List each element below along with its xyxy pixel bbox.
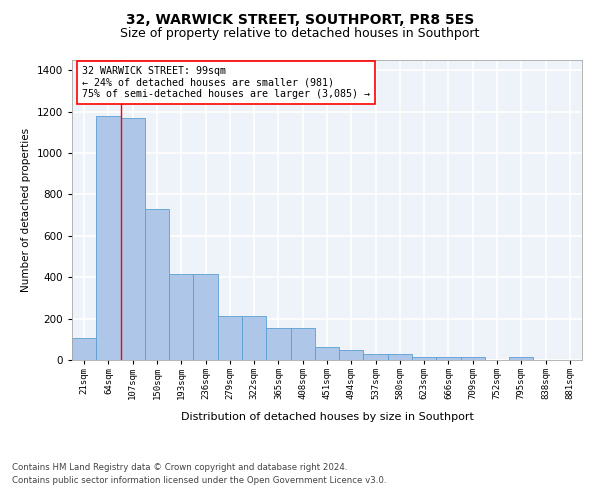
Bar bbox=[412, 357, 436, 360]
Y-axis label: Number of detached properties: Number of detached properties bbox=[21, 128, 31, 292]
Bar bbox=[169, 274, 193, 360]
Bar bbox=[339, 350, 364, 360]
Bar bbox=[96, 116, 121, 360]
Bar bbox=[121, 118, 145, 360]
Text: 32, WARWICK STREET, SOUTHPORT, PR8 5ES: 32, WARWICK STREET, SOUTHPORT, PR8 5ES bbox=[126, 12, 474, 26]
Bar bbox=[242, 316, 266, 360]
Bar bbox=[509, 357, 533, 360]
Bar bbox=[290, 328, 315, 360]
Bar bbox=[145, 209, 169, 360]
Text: Size of property relative to detached houses in Southport: Size of property relative to detached ho… bbox=[121, 28, 479, 40]
Text: Distribution of detached houses by size in Southport: Distribution of detached houses by size … bbox=[181, 412, 473, 422]
Text: Contains public sector information licensed under the Open Government Licence v3: Contains public sector information licen… bbox=[12, 476, 386, 485]
Bar bbox=[436, 357, 461, 360]
Text: 32 WARWICK STREET: 99sqm
← 24% of detached houses are smaller (981)
75% of semi-: 32 WARWICK STREET: 99sqm ← 24% of detach… bbox=[82, 66, 370, 99]
Text: Contains HM Land Registry data © Crown copyright and database right 2024.: Contains HM Land Registry data © Crown c… bbox=[12, 462, 347, 471]
Bar bbox=[364, 354, 388, 360]
Bar bbox=[193, 274, 218, 360]
Bar bbox=[72, 338, 96, 360]
Bar bbox=[388, 354, 412, 360]
Bar bbox=[218, 316, 242, 360]
Bar bbox=[266, 328, 290, 360]
Bar bbox=[315, 346, 339, 360]
Bar bbox=[461, 357, 485, 360]
